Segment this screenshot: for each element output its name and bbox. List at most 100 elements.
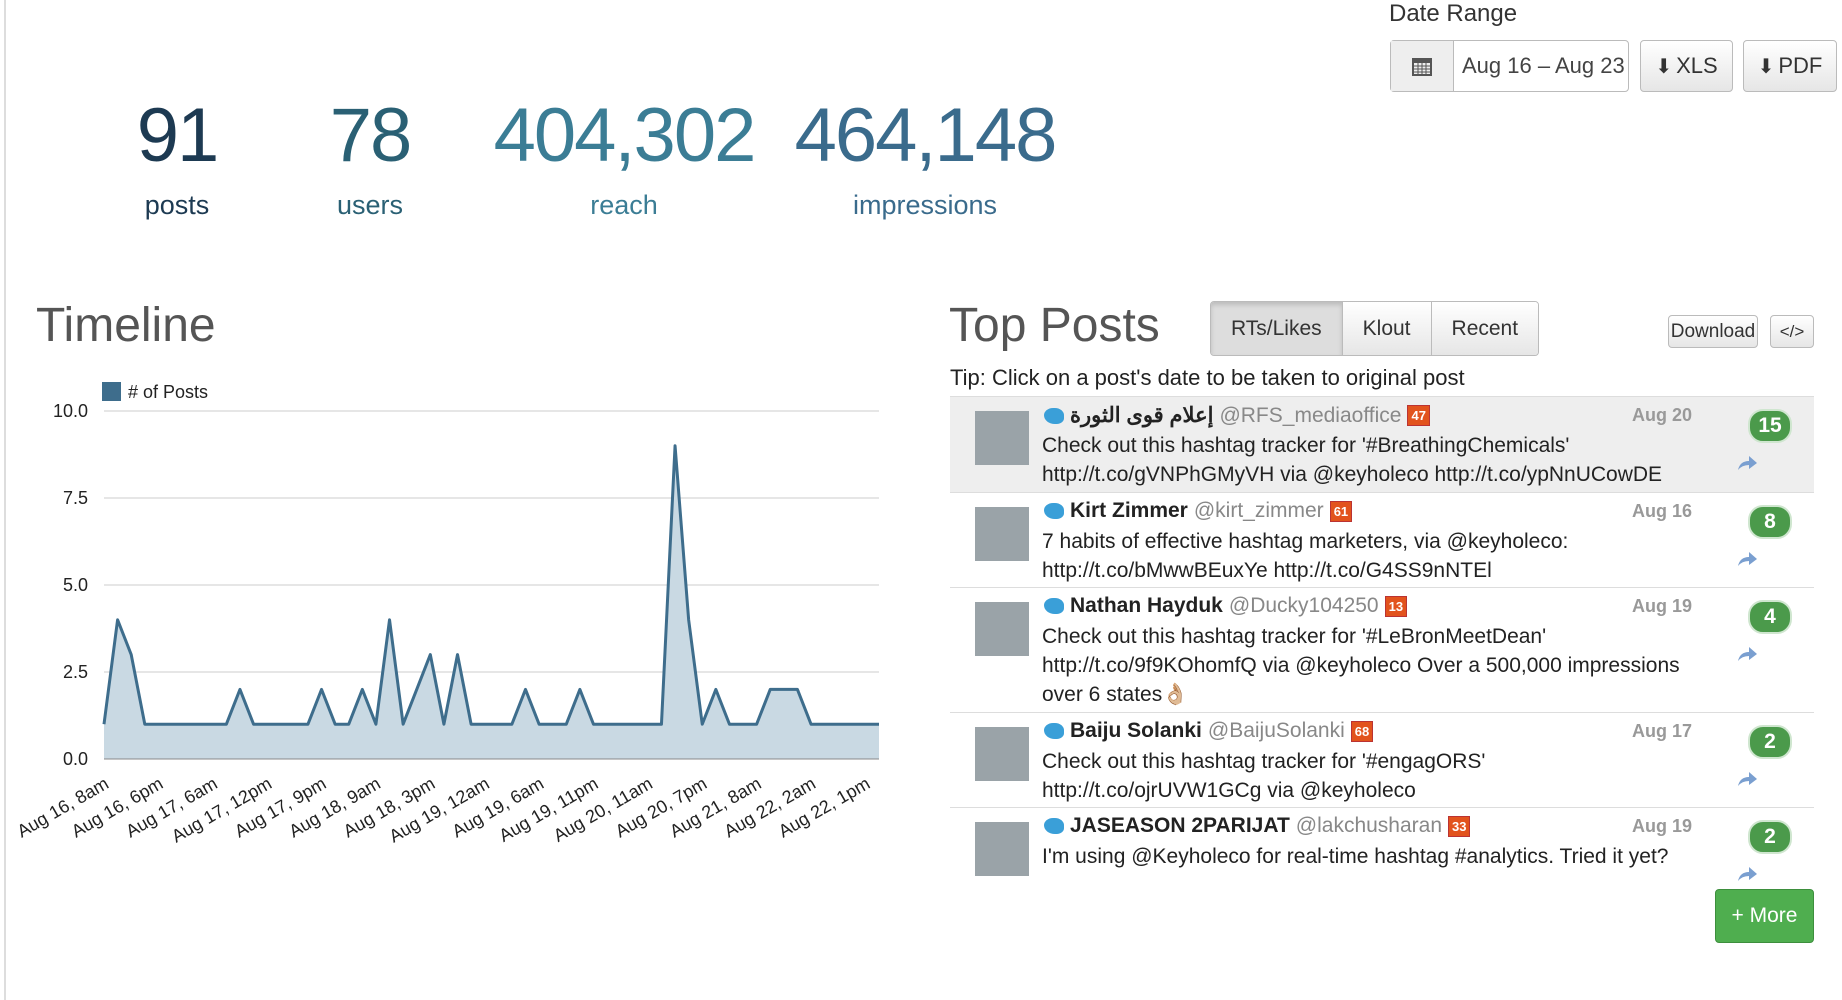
stat-label: posts [144, 190, 210, 220]
share-arrow [1738, 772, 1757, 786]
post: JASEASON 2PARIJAT @lakchusharan 33 Aug 19 2 I… [950, 807, 1814, 883]
download-button[interactable]: Download [1668, 315, 1758, 348]
stat-label: users [336, 190, 404, 220]
share-icon [1736, 771, 1758, 792]
post-text: I'm using @Keyholeco for real-time hasht… [1042, 845, 1669, 868]
download-icon: ⬇ [1757, 55, 1775, 78]
twitter-icon [1044, 407, 1064, 424]
post-date[interactable]: Aug 17 [1632, 721, 1693, 741]
calendar [1412, 58, 1432, 76]
avatar [975, 727, 1029, 781]
avatar [975, 602, 1029, 656]
klout-score: 13 [1384, 595, 1408, 617]
author-handle: @lakchusharan [1295, 814, 1443, 837]
tip: Tip: Click on a post's date to be taken … [950, 365, 1465, 390]
klout-score: 61 [1329, 500, 1353, 522]
tab[interactable]: Recent [1430, 302, 1539, 355]
share-icon [1736, 455, 1758, 476]
share-icon [1736, 551, 1758, 572]
author-name: Nathan Hayduk [1070, 594, 1223, 617]
post-header: Baiju Solanki @BaijuSolanki 68 [1044, 719, 1374, 743]
klout-score: 68 [1350, 720, 1374, 742]
author-handle: @BaijuSolanki [1207, 719, 1345, 742]
post-header: JASEASON 2PARIJAT @lakchusharan 33 [1044, 814, 1471, 838]
download-icon: ⬇ [1655, 55, 1673, 78]
rt-count: 2 [1748, 725, 1792, 759]
post-header: إعلام قوى الثورة @RFS_mediaoffice 47 [1044, 403, 1430, 428]
post-text: http://t.co/9f9KOhomfQ via @keyholeco Ov… [1042, 654, 1680, 677]
stat-label: reach [590, 190, 658, 220]
stat-value: 404,302 [493, 93, 757, 178]
tab[interactable]: Klout [1341, 302, 1431, 355]
author-handle: @RFS_mediaoffice [1219, 403, 1402, 427]
legend-label: # of Posts [128, 382, 208, 402]
xls-button[interactable]: ⬇ XLS [1640, 40, 1733, 92]
twitter-icon [1044, 503, 1064, 519]
calendar-icon [1391, 41, 1454, 91]
y-tick-label: 0.0 [63, 749, 88, 769]
post-text: http://t.co/ojrUVW1GCg via @keyholeco [1042, 779, 1416, 802]
rt-count: 8 [1748, 505, 1792, 539]
area [104, 445, 879, 759]
stat-value: 91 [136, 93, 220, 178]
author-name: Kirt Zimmer [1070, 499, 1188, 522]
share-icon [1736, 646, 1758, 667]
stat-value: 464,148 [794, 93, 1058, 178]
twitter-icon [1044, 818, 1064, 834]
post: Nathan Hayduk @Ducky104250 13 Aug 19 4 Check … [950, 587, 1814, 712]
share-arrow [1738, 456, 1757, 470]
post-text: http://t.co/bMwwBEuxYe http://t.co/G4SS9… [1042, 559, 1492, 582]
post-header: Nathan Hayduk @Ducky104250 13 [1044, 594, 1408, 618]
left-border [4, 0, 6, 1000]
twitter-icon [1044, 723, 1064, 739]
avatar [975, 507, 1029, 561]
date-range-input[interactable]: Aug 16 – Aug 23 [1390, 40, 1629, 92]
klout-score: 33 [1448, 815, 1471, 837]
xls-label: XLS [1676, 53, 1718, 78]
avatar [975, 822, 1029, 876]
post-text: 7 habits of effective hashtag marketers,… [1042, 530, 1569, 553]
post: Kirt Zimmer @kirt_zimmer 61 Aug 16 8 7 habits… [950, 492, 1814, 587]
rt-count: 15 [1748, 409, 1792, 443]
author-handle: @kirt_zimmer [1193, 499, 1324, 522]
y-tick-label: 10.0 [53, 401, 88, 421]
klout-score: 47 [1407, 405, 1430, 426]
legend-swatch [102, 382, 121, 401]
timeline-title: Timeline [36, 299, 216, 352]
stat-label: impressions [852, 190, 998, 220]
rt-count: 4 [1748, 600, 1792, 634]
pdf-label: PDF [1778, 53, 1823, 78]
share-arrow [1738, 867, 1757, 881]
rt-count: 2 [1748, 820, 1792, 854]
embed-button[interactable]: </> [1770, 315, 1814, 348]
share-icon [1736, 866, 1758, 883]
post: Baiju Solanki @BaijuSolanki 68 Aug 17 2 Check… [950, 712, 1814, 807]
y-tick-label: 7.5 [63, 488, 88, 508]
date-range-value: Aug 16 – Aug 23 [1462, 53, 1625, 78]
author-name: JASEASON 2PARIJAT [1070, 814, 1290, 837]
post-text: Check out this hashtag tracker for '#Bre… [1042, 434, 1570, 457]
tab[interactable]: RTs/Likes [1211, 302, 1342, 355]
post-text: Check out this hashtag tracker for '#LeB… [1042, 625, 1547, 648]
post-date[interactable]: Aug 16 [1632, 501, 1693, 521]
avatar [975, 411, 1029, 465]
post-date[interactable]: Aug 20 [1632, 405, 1693, 425]
post-date[interactable]: Aug 19 [1632, 816, 1693, 836]
y-tick-label: 2.5 [63, 662, 88, 682]
author-name: إعلام قوى الثورة [1070, 404, 1214, 427]
post-text: over 6 states👌🏼 [1042, 683, 1189, 706]
top-posts-title: Top Posts [949, 299, 1160, 352]
post-text: Check out this hashtag tracker for '#eng… [1042, 750, 1486, 773]
date-range-label: Date Range [1389, 0, 1518, 27]
author-name: Baiju Solanki [1070, 719, 1202, 742]
post-text: http://t.co/gVNPhGMyVH via @keyholeco ht… [1042, 463, 1663, 486]
share-arrow [1738, 552, 1757, 566]
more-button[interactable]: + More [1715, 889, 1814, 943]
author-handle: @Ducky104250 [1228, 594, 1379, 617]
share-arrow [1738, 647, 1757, 661]
pdf-button[interactable]: ⬇ PDF [1743, 40, 1837, 92]
post-date[interactable]: Aug 19 [1632, 596, 1693, 616]
twitter-icon [1044, 598, 1064, 614]
